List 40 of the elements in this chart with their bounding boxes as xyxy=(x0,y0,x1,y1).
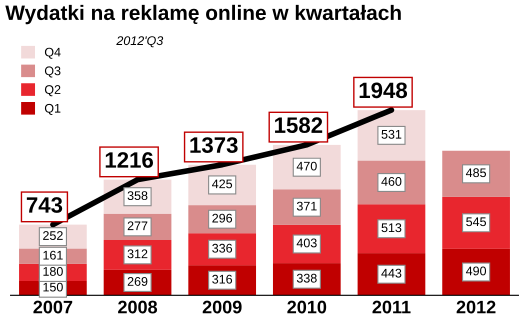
legend-label: Q4 xyxy=(44,48,61,59)
data-label: 358 xyxy=(128,191,148,200)
data-label: 336 xyxy=(212,244,232,253)
text: Wydatki na reklamę online w kwartałach xyxy=(5,4,401,24)
x-tick-label: 2007 xyxy=(33,300,72,314)
data-label: 150 xyxy=(43,282,63,292)
data-label: 513 xyxy=(382,223,402,232)
data-label: 545 xyxy=(466,217,486,226)
x-tick-label: 2010 xyxy=(287,300,326,314)
data-label: 371 xyxy=(296,202,317,211)
data-label: 296 xyxy=(212,214,232,223)
data-label: 180 xyxy=(43,266,63,276)
data-label: 252 xyxy=(43,231,63,240)
data-label: 277 xyxy=(128,221,148,230)
annotation: 2012'Q3 xyxy=(116,36,164,48)
data-label: 531 xyxy=(382,130,402,139)
x-tick-label: 2009 xyxy=(202,300,242,314)
data-label: 316 xyxy=(212,274,232,284)
data-label: 338 xyxy=(296,274,317,283)
data-label: 161 xyxy=(43,250,63,260)
x-tick-label: 2011 xyxy=(372,300,411,314)
legend-label: Q3 xyxy=(44,66,60,78)
legend-label: Q1 xyxy=(44,104,60,115)
x-tick-label: 2012 xyxy=(456,300,496,314)
data-label: 470 xyxy=(296,162,317,171)
data-label: 1373 xyxy=(190,137,238,153)
x-tick-label: 2008 xyxy=(118,300,158,314)
data-label: 269 xyxy=(128,277,148,286)
data-label: 743 xyxy=(26,197,62,213)
data-label: 1948 xyxy=(360,82,408,98)
data-label: 485 xyxy=(466,168,486,178)
data-label: 443 xyxy=(381,268,402,278)
data-label: 1216 xyxy=(106,152,153,168)
data-label: 403 xyxy=(296,238,317,248)
data-label: 490 xyxy=(466,266,486,276)
data-label: 1582 xyxy=(275,117,322,134)
data-label: 425 xyxy=(212,179,232,188)
data-label: 460 xyxy=(381,177,402,186)
legend-label: Q2 xyxy=(44,85,60,96)
data-label: 312 xyxy=(128,249,148,258)
